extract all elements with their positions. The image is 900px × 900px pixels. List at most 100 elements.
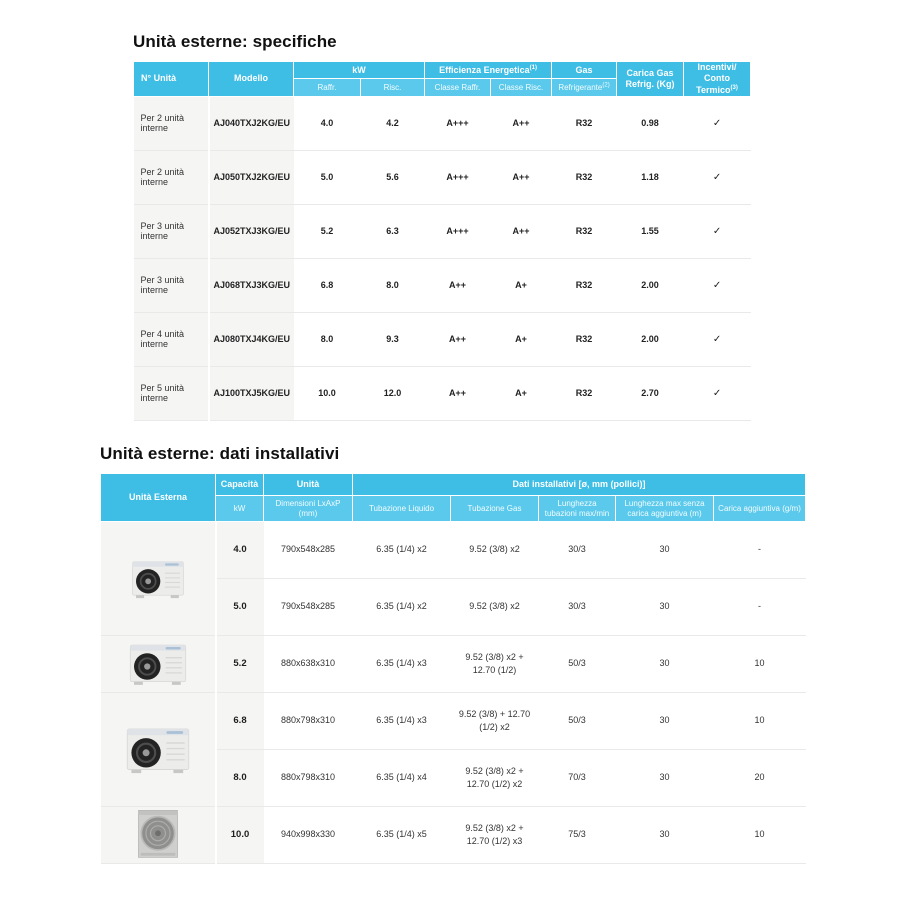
cell-tubazione-liquido: 6.35 (1/4) x5 bbox=[352, 806, 451, 864]
outdoor-unit-image bbox=[100, 521, 217, 636]
subheader-tubazione-liquido: Tubazione Liquido bbox=[352, 495, 451, 522]
cell-gas: R32 bbox=[551, 366, 617, 421]
cell-tubazione-gas: 9.52 (3/8) x2 bbox=[450, 578, 539, 636]
cell-kw-risc: 4.2 bbox=[360, 96, 425, 151]
efficienza-label: Efficienza Energetica bbox=[439, 64, 530, 75]
cell-classe-raffr: A+++ bbox=[424, 96, 491, 151]
cell-carica-aggiuntiva: 10 bbox=[713, 692, 806, 750]
cell-tubazione-liquido: 6.35 (1/4) x3 bbox=[352, 692, 451, 750]
column-header-unita: Unità bbox=[263, 473, 353, 496]
column-header-modello: Modello bbox=[208, 61, 294, 97]
subheader-tubazione-gas: Tubazione Gas bbox=[450, 495, 539, 522]
cell-lunghezza-max: 30 bbox=[615, 578, 714, 636]
cell-classe-risc: A+ bbox=[490, 258, 552, 313]
section-specifiche: Unità esterne: specifiche N° Unità Model… bbox=[133, 32, 752, 421]
incentivi-line1: Incentivi/ bbox=[697, 62, 737, 72]
cell-modello: AJ068TXJ3KG/EU bbox=[208, 258, 294, 313]
column-header-unita-esterna: Unità Esterna bbox=[100, 473, 216, 522]
specifiche-table: N° Unità Modello kW Efficienza Energetic… bbox=[133, 60, 752, 421]
table-row: 10.0 940x998x330 6.35 (1/4) x5 9.52 (3/8… bbox=[100, 806, 806, 864]
column-header-dati-installativi: Dati installativi [ø, mm (pollici)] bbox=[351, 473, 807, 496]
cell-gas: R32 bbox=[551, 258, 617, 313]
section-dati-installativi: Unità esterne: dati installativi Unità E… bbox=[100, 444, 807, 864]
cell-modello: AJ040TXJ2KG/EU bbox=[208, 96, 294, 151]
cell-dimensioni: 790x548x285 bbox=[263, 578, 353, 636]
column-header-incentivi: Incentivi/ Conto Termico(3) bbox=[683, 61, 752, 97]
checkmark-icon: ✓ bbox=[683, 366, 751, 421]
column-header-capacita: Capacità bbox=[215, 473, 264, 496]
conto-termico-label: Conto Termico bbox=[696, 73, 731, 95]
table-row: Per 3 unità interne AJ068TXJ3KG/EU 6.8 8… bbox=[133, 258, 751, 313]
refrigerante-label: Refrigerante bbox=[558, 82, 603, 92]
checkmark-icon: ✓ bbox=[683, 204, 751, 259]
table-row: 8.0 880x798x310 6.35 (1/4) x4 9.52 (3/8)… bbox=[101, 749, 806, 807]
table-row: 5.0 790x548x285 6.35 (1/4) x2 9.52 (3/8)… bbox=[101, 578, 806, 636]
cell-carica: 0.98 bbox=[616, 96, 684, 151]
cell-modello: AJ100TXJ5KG/EU bbox=[208, 366, 294, 421]
cell-classe-raffr: A+++ bbox=[424, 150, 491, 205]
cell-dimensioni: 880x798x310 bbox=[263, 692, 353, 750]
cell-dimensioni: 790x548x285 bbox=[263, 521, 353, 579]
cell-gas: R32 bbox=[551, 204, 617, 259]
subheader-risc: Risc. bbox=[360, 78, 425, 97]
cell-kw-raffr: 8.0 bbox=[293, 312, 361, 367]
cell-kw-risc: 9.3 bbox=[360, 312, 425, 367]
column-header-kw: kW bbox=[293, 60, 425, 80]
cell-classe-risc: A+ bbox=[490, 366, 552, 421]
table-row: 6.8 880x798x310 6.35 (1/4) x3 9.52 (3/8)… bbox=[100, 692, 806, 807]
column-header-n-unita: N° Unità bbox=[133, 61, 209, 97]
cell-tubazione-gas: 9.52 (3/8) x2 bbox=[450, 521, 539, 579]
table-row: Per 3 unità interne AJ052TXJ3KG/EU 5.2 6… bbox=[133, 204, 751, 259]
cell-classe-raffr: A++ bbox=[424, 312, 491, 367]
cell-carica: 1.55 bbox=[616, 204, 684, 259]
cell-modello: AJ052TXJ3KG/EU bbox=[208, 204, 294, 259]
incentivi-line2: Conto Termico(3) bbox=[688, 73, 746, 95]
subheader-refrigerante: Refrigerante(2) bbox=[551, 78, 618, 97]
checkmark-icon: ✓ bbox=[683, 150, 751, 205]
column-header-efficienza: Efficienza Energetica(1) bbox=[423, 60, 553, 80]
cell-lunghezza-tubazioni: 50/3 bbox=[538, 692, 616, 750]
cell-carica-aggiuntiva: - bbox=[713, 521, 806, 579]
cell-lunghezza-max: 30 bbox=[615, 749, 714, 807]
cell-gas: R32 bbox=[551, 96, 617, 151]
cell-kw-risc: 6.3 bbox=[360, 204, 425, 259]
table-row: Per 4 unità interne AJ080TXJ4KG/EU 8.0 9… bbox=[133, 312, 751, 367]
cell-lunghezza-max: 30 bbox=[615, 692, 714, 750]
cell-kw-raffr: 10.0 bbox=[293, 366, 361, 421]
cell-n-unita: Per 3 unità interne bbox=[133, 258, 210, 313]
cell-gas: R32 bbox=[551, 150, 617, 205]
cell-capacita: 5.0 bbox=[215, 578, 264, 636]
carica-gas-line2: Refrig. (Kg) bbox=[625, 78, 675, 89]
outdoor-unit-image bbox=[100, 635, 217, 693]
cell-kw-risc: 8.0 bbox=[360, 258, 425, 313]
table-row: Per 5 unità interne AJ100TXJ5KG/EU 10.0 … bbox=[133, 366, 751, 421]
cell-carica: 2.70 bbox=[616, 366, 684, 421]
cell-kw-raffr: 4.0 bbox=[293, 96, 361, 151]
cell-tubazione-gas: 9.52 (3/8) x2 + 12.70 (1/2) x2 bbox=[450, 749, 539, 807]
outdoor-unit-image bbox=[100, 806, 217, 864]
subheader-dimensioni: Dimensioni LxAxP (mm) bbox=[263, 495, 353, 522]
carica-gas-line1: Carica Gas bbox=[626, 67, 674, 78]
subheader-classe-raffr: Classe Raffr. bbox=[424, 78, 491, 97]
incentivi-footnote: (3) bbox=[730, 84, 738, 91]
cell-classe-risc: A++ bbox=[490, 204, 552, 259]
subheader-classe-risc: Classe Risc. bbox=[489, 78, 553, 97]
cell-carica-aggiuntiva: 20 bbox=[713, 749, 806, 807]
dati-installativi-table: Unità Esterna Capacità Unità Dati instal… bbox=[100, 473, 807, 864]
cell-carica-aggiuntiva: - bbox=[713, 578, 806, 636]
column-header-gas: Gas bbox=[551, 60, 618, 80]
efficienza-footnote: (1) bbox=[529, 64, 537, 71]
cell-lunghezza-max: 30 bbox=[615, 521, 714, 579]
cell-n-unita: Per 2 unità interne bbox=[133, 150, 210, 205]
cell-lunghezza-tubazioni: 30/3 bbox=[538, 578, 616, 636]
cell-classe-raffr: A+++ bbox=[424, 204, 491, 259]
column-header-carica-gas: Carica Gas Refrig. (Kg) bbox=[616, 61, 685, 97]
cell-capacita: 4.0 bbox=[215, 521, 264, 579]
cell-carica-aggiuntiva: 10 bbox=[713, 806, 806, 864]
cell-classe-raffr: A++ bbox=[424, 258, 491, 313]
cell-n-unita: Per 3 unità interne bbox=[133, 204, 210, 259]
outdoor-unit-large-photo bbox=[126, 728, 189, 773]
cell-lunghezza-tubazioni: 50/3 bbox=[538, 635, 616, 693]
checkmark-icon: ✓ bbox=[683, 258, 751, 313]
cell-dimensioni: 940x998x330 bbox=[263, 806, 353, 864]
